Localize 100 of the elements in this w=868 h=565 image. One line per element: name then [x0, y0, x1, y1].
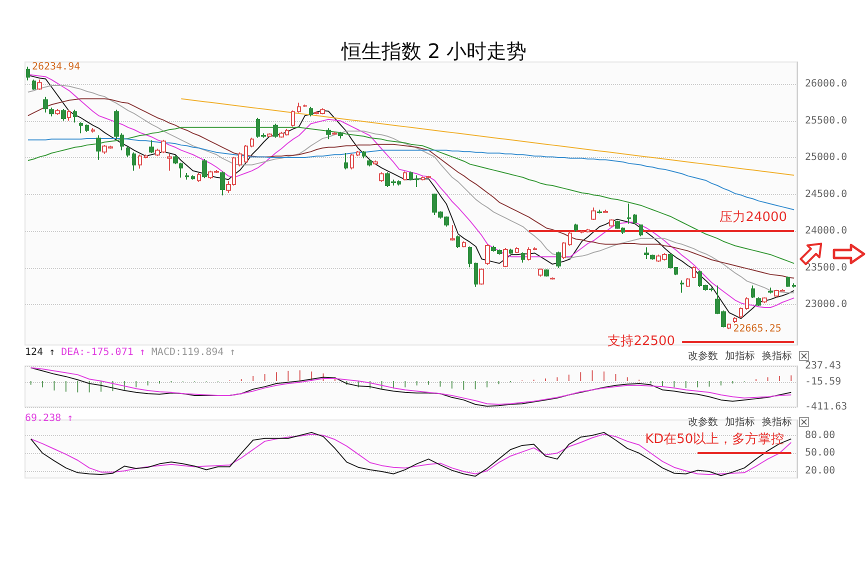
candlestick — [362, 150, 366, 159]
candlestick — [167, 153, 172, 172]
candlestick — [456, 234, 460, 248]
candlestick — [332, 131, 337, 136]
candlestick — [521, 252, 525, 264]
annotation: 69.238 ↑ — [25, 413, 74, 424]
candlestick — [409, 171, 413, 181]
candlestick — [533, 246, 537, 251]
candlestick — [415, 174, 419, 188]
candlestick — [37, 79, 42, 90]
text: 换指标 — [762, 350, 792, 363]
candlestick — [556, 251, 561, 268]
candlestick — [562, 242, 566, 260]
text: DEA:-175.071 ↑ — [61, 347, 146, 358]
ref-line-label: KD在50以上，多方掌控 — [645, 431, 784, 448]
candlestick — [79, 122, 83, 134]
line-series — [27, 138, 795, 210]
y-tick-label: 23000.0 — [805, 299, 848, 310]
candlestick — [538, 268, 543, 278]
candlestick — [479, 268, 484, 286]
candlestick — [350, 153, 354, 170]
candlestick — [220, 171, 225, 196]
candlestick — [450, 224, 455, 242]
text: 改参数 — [688, 350, 718, 363]
annotation: 换指标 — [762, 416, 792, 429]
y-tick-label: 80.00 — [805, 430, 836, 441]
candlestick — [792, 282, 796, 288]
candlestick — [597, 209, 602, 214]
candlestick — [762, 296, 767, 304]
candlestick — [250, 137, 254, 148]
candlestick — [191, 174, 195, 180]
candlestick — [692, 266, 696, 279]
candlestick — [61, 108, 66, 122]
candlestick — [544, 268, 549, 278]
candlestick — [462, 240, 466, 248]
candlestick — [244, 144, 248, 164]
candlestick — [468, 246, 472, 268]
candlestick — [303, 104, 307, 108]
candlestick — [515, 246, 519, 254]
candlestick — [132, 152, 136, 172]
candlestick — [67, 109, 71, 122]
candlestick — [126, 146, 130, 158]
candlestick — [527, 246, 531, 261]
candlestick — [627, 203, 631, 224]
candlestick — [185, 172, 189, 180]
candlestick — [356, 150, 360, 157]
candlestick — [291, 110, 295, 128]
candlestick — [727, 323, 731, 330]
candlestick — [739, 307, 743, 318]
y-tick-label: -15.59 — [805, 376, 842, 388]
candlestick — [474, 262, 478, 288]
candlestick — [73, 109, 77, 123]
candlestick — [574, 223, 578, 232]
candlestick — [26, 66, 30, 81]
candlestick — [403, 171, 407, 181]
candlestick — [680, 280, 684, 294]
y-tick-label: 26000.0 — [805, 78, 848, 90]
ref-line-label: 压力24000 — [720, 210, 788, 226]
candlestick — [485, 244, 490, 266]
candlestick — [373, 160, 378, 166]
candlestick — [49, 107, 54, 117]
candlestick — [309, 106, 313, 117]
y-tick-label: 237.43 — [805, 360, 842, 372]
candlestick — [644, 246, 649, 260]
candlestick — [179, 162, 183, 178]
y-tick-label: 24500.0 — [805, 188, 848, 200]
candlestick — [768, 287, 773, 294]
y-tick-label: -411.63 — [805, 402, 848, 412]
y-tick-label: 50.00 — [805, 448, 836, 459]
candlestick — [238, 152, 242, 167]
candlestick — [267, 132, 272, 138]
y-tick-label: 24000.0 — [805, 226, 848, 237]
y-tick-label: 25000.0 — [805, 152, 848, 164]
candlestick — [149, 140, 154, 154]
candlestick — [639, 224, 643, 237]
candlestick — [580, 230, 584, 234]
candlestick — [197, 172, 201, 182]
candlestick — [586, 228, 590, 234]
chart-title: 恒生指数 2 小时走势 — [340, 39, 527, 63]
text: MACD:119.894 ↑ — [151, 347, 236, 358]
candlestick — [509, 248, 513, 254]
ref-line-label: 支持22500 — [608, 334, 676, 349]
candlestick — [591, 207, 596, 221]
annotation: 26234.94 — [32, 61, 80, 72]
candlestick — [202, 158, 207, 179]
candlestick — [144, 154, 148, 159]
y-tick-label: 23500.0 — [805, 262, 848, 274]
candlestick — [745, 296, 749, 310]
candlestick — [96, 134, 101, 160]
candlestick — [756, 296, 761, 307]
text: 124 ↑ — [25, 347, 56, 358]
candlestick — [733, 316, 737, 324]
candlestick — [297, 102, 301, 114]
candlestick — [786, 276, 790, 288]
candlestick — [751, 285, 755, 298]
annotation: 加指标 — [725, 416, 755, 429]
candlestick — [344, 152, 348, 170]
annotation: 22665.25 — [733, 324, 782, 335]
text: 加指标 — [725, 350, 755, 363]
y-tick-label: 25500.0 — [805, 115, 848, 126]
